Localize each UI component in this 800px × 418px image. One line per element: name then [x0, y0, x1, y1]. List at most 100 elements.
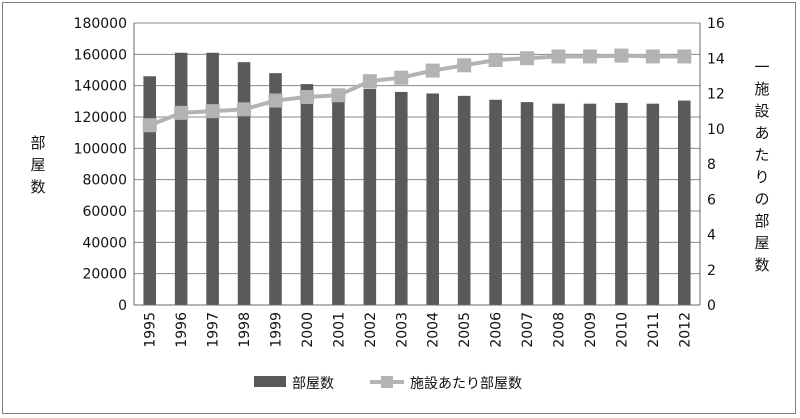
line-marker [299, 90, 314, 105]
bar [426, 93, 440, 305]
legend: 部屋数 施設あたり部屋数 [254, 376, 522, 392]
bar [520, 102, 534, 305]
x-tick-label: 1999 [269, 312, 285, 348]
x-axis-ticks: 1995 1996 1997 1998 1999 2000 2001 2002 2003 2004… [143, 312, 694, 348]
bar [206, 52, 219, 306]
line-series [142, 48, 692, 133]
y2-tick-label: 6 [707, 192, 716, 208]
y2-tick-label: 0 [707, 298, 716, 314]
bar [143, 76, 157, 306]
y-tick-label: 20000 [82, 267, 127, 283]
y2-axis-label-char: り [754, 168, 769, 186]
bar [489, 99, 502, 306]
bar [300, 84, 314, 305]
bar [552, 103, 565, 305]
line-marker [331, 88, 346, 103]
line-marker [614, 48, 629, 63]
y-tick-label: 100000 [74, 141, 127, 157]
y-axis-label-char: 部 [30, 134, 45, 152]
y-axis-label: 部屋数 [30, 134, 45, 196]
y2-tick-label: 12 [707, 87, 725, 103]
y-tick-label: 140000 [74, 79, 127, 95]
x-tick-label: 1998 [237, 312, 253, 348]
y2-tick-label: 2 [707, 263, 716, 279]
x-tick-label: 2001 [331, 312, 347, 348]
legend-line-label: 施設あたり部屋数 [410, 376, 522, 392]
line-marker [582, 49, 597, 64]
bar [394, 91, 408, 305]
y-tick-label: 60000 [82, 204, 127, 220]
y2-axis-label-char: 屋 [754, 234, 769, 252]
left-axis-ticks: 0 20000 40000 60000 80000 100000 120000 140000 1… [74, 16, 127, 314]
x-tick-label: 1996 [174, 312, 190, 348]
y-tick-label: 160000 [74, 47, 127, 63]
x-tick-label: 2004 [426, 312, 442, 348]
y-tick-label: 180000 [74, 16, 127, 32]
x-tick-label: 1995 [143, 312, 159, 348]
y-tick-label: 80000 [82, 173, 127, 189]
y2-tick-label: 14 [707, 51, 725, 67]
line-marker [394, 70, 409, 85]
y2-tick-label: 8 [707, 157, 716, 173]
line-marker [174, 105, 189, 120]
y-axis-label-char: 数 [30, 178, 45, 196]
right-axis-ticks: 0 2 4 6 8 10 12 14 16 [707, 16, 725, 314]
line-marker [362, 74, 377, 89]
axes [133, 23, 701, 306]
y-tick-label: 40000 [82, 235, 127, 251]
line-marker [457, 58, 472, 73]
bar [615, 102, 628, 306]
x-tick-label: 2003 [394, 312, 410, 348]
line-marker [645, 49, 660, 64]
y2-axis-label-char: た [754, 146, 769, 164]
bar [363, 88, 377, 305]
y-tick-label: 120000 [74, 110, 127, 126]
line-marker [205, 104, 220, 119]
bar [583, 103, 597, 305]
line-marker [520, 51, 535, 66]
y2-axis-label-char: あ [754, 124, 769, 142]
x-tick-label: 2011 [646, 312, 662, 348]
y2-axis-label-char: 数 [754, 256, 769, 274]
line-marker [551, 49, 566, 64]
legend-line-marker [381, 376, 393, 388]
bar [332, 90, 345, 305]
line-marker [677, 49, 692, 64]
line-marker [425, 63, 440, 78]
line-marker [237, 102, 252, 117]
x-tick-label: 2000 [300, 312, 316, 348]
x-tick-label: 2012 [677, 312, 693, 348]
legend-bar-label: 部屋数 [292, 376, 334, 392]
line-marker [488, 53, 503, 68]
y2-axis-label-char: 一 [754, 58, 769, 76]
line-marker [142, 118, 157, 133]
x-tick-label: 2005 [457, 312, 473, 348]
bar-series [143, 52, 691, 306]
y2-axis-label-char: 施 [754, 80, 769, 98]
bar [646, 103, 660, 305]
y2-tick-label: 10 [707, 122, 725, 138]
y2-tick-label: 16 [707, 16, 725, 32]
x-tick-label: 1997 [206, 312, 222, 348]
x-tick-label: 2006 [489, 312, 505, 348]
legend-bar-swatch [254, 376, 286, 387]
bar [457, 95, 471, 305]
y-axis-label-char: 屋 [30, 156, 45, 174]
x-tick-label: 2008 [552, 312, 568, 348]
y2-tick-label: 4 [707, 228, 716, 244]
bar [174, 52, 188, 306]
y2-axis-label-char: の [754, 190, 769, 208]
line-path [148, 53, 685, 128]
y-tick-label: 0 [118, 298, 127, 314]
x-tick-label: 2002 [363, 312, 379, 348]
x-tick-label: 2009 [583, 312, 599, 348]
bar [237, 62, 251, 305]
line-marker [268, 93, 283, 108]
y2-axis-label-char: 設 [754, 102, 769, 120]
x-tick-label: 2010 [614, 312, 630, 348]
bar [677, 100, 691, 305]
bar [269, 73, 282, 305]
x-tick-label: 2007 [520, 312, 536, 348]
